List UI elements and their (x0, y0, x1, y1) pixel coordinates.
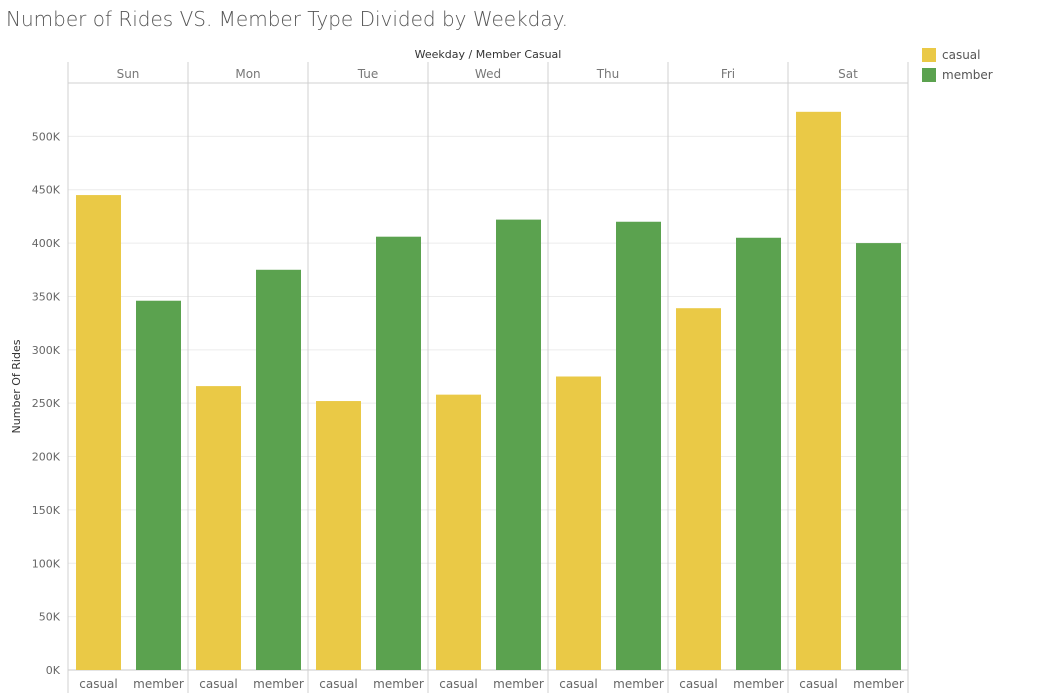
weekday-label-thu: Thu (596, 67, 620, 81)
y-tick-label: 400K (32, 237, 61, 250)
x-sub-label-casual: casual (319, 677, 358, 691)
legend-swatch-casual (922, 48, 936, 62)
weekday-label-mon: Mon (235, 67, 260, 81)
y-axis-title: Number Of Rides (10, 339, 23, 433)
chart-title: Number of Rides VS. Member Type Divided … (6, 7, 568, 31)
bar-tue-member[interactable] (376, 236, 421, 671)
legend-label-member: member (942, 68, 993, 82)
bar-fri-casual[interactable] (676, 308, 721, 670)
bar-sun-member[interactable] (136, 300, 181, 670)
y-tick-label: 200K (32, 451, 61, 464)
legend-item-member[interactable]: member (922, 65, 993, 85)
x-sub-label-casual: casual (559, 677, 598, 691)
y-tick-label: 350K (32, 290, 61, 303)
bar-sun-casual[interactable] (76, 195, 121, 670)
x-sub-label-member: member (373, 677, 424, 691)
bar-wed-casual[interactable] (436, 394, 481, 670)
x-sub-label-casual: casual (679, 677, 718, 691)
legend-label-casual: casual (942, 48, 981, 62)
x-sub-label-member: member (253, 677, 304, 691)
bar-mon-casual[interactable] (196, 386, 241, 670)
weekday-label-tue: Tue (357, 67, 379, 81)
y-tick-label: 500K (32, 130, 61, 143)
x-sub-label-member: member (133, 677, 184, 691)
bar-thu-casual[interactable] (556, 376, 601, 671)
weekday-label-fri: Fri (721, 67, 735, 81)
x-sub-label-casual: casual (799, 677, 838, 691)
x-sub-label-casual: casual (439, 677, 478, 691)
bar-mon-member[interactable] (256, 269, 301, 670)
x-sub-label-casual: casual (199, 677, 238, 691)
y-tick-label: 250K (32, 397, 61, 410)
bar-sat-member[interactable] (856, 243, 901, 670)
bar-wed-member[interactable] (496, 219, 541, 671)
y-tick-label: 50K (39, 611, 61, 624)
x-sub-label-member: member (613, 677, 664, 691)
x-sub-label-member: member (853, 677, 904, 691)
y-tick-label: 0K (46, 664, 61, 677)
bar-sat-casual[interactable] (796, 111, 841, 671)
bar-fri-member[interactable] (736, 237, 781, 670)
y-tick-label: 150K (32, 504, 61, 517)
x-sub-label-member: member (733, 677, 784, 691)
bar-thu-member[interactable] (616, 221, 661, 670)
legend: casual member (922, 45, 993, 85)
legend-swatch-member (922, 68, 936, 82)
y-tick-label: 100K (32, 557, 61, 570)
x-sub-label-member: member (493, 677, 544, 691)
y-tick-label: 450K (32, 184, 61, 197)
bar-tue-casual[interactable] (316, 401, 361, 670)
header-label: Weekday / Member Casual (415, 48, 562, 61)
weekday-label-sat: Sat (838, 67, 858, 81)
weekday-label-sun: Sun (117, 67, 140, 81)
x-sub-label-casual: casual (79, 677, 118, 691)
legend-item-casual[interactable]: casual (922, 45, 993, 65)
y-tick-label: 300K (32, 344, 61, 357)
weekday-label-wed: Wed (475, 67, 501, 81)
